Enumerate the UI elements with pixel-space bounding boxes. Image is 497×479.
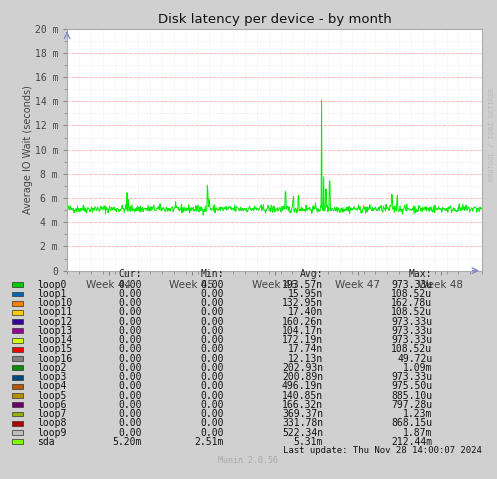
Text: 0.00: 0.00	[200, 400, 224, 410]
Title: Disk latency per device - by month: Disk latency per device - by month	[158, 13, 392, 26]
Text: 0.00: 0.00	[118, 428, 142, 438]
Text: 0.00: 0.00	[118, 381, 142, 391]
Text: 973.33u: 973.33u	[391, 372, 432, 382]
Text: Max:: Max:	[409, 269, 432, 279]
Text: 1.09m: 1.09m	[403, 363, 432, 373]
Text: 5.31m: 5.31m	[294, 437, 323, 447]
Text: 0.00: 0.00	[118, 354, 142, 364]
Text: 0.00: 0.00	[200, 308, 224, 318]
Text: 0.00: 0.00	[118, 409, 142, 419]
Text: 496.19n: 496.19n	[282, 381, 323, 391]
Text: 15.95n: 15.95n	[288, 289, 323, 299]
Text: loop5: loop5	[37, 390, 67, 400]
Text: 0.00: 0.00	[118, 372, 142, 382]
Text: 0.00: 0.00	[200, 344, 224, 354]
Text: 0.00: 0.00	[118, 326, 142, 336]
Text: 0.00: 0.00	[200, 298, 224, 308]
Text: 2.51m: 2.51m	[194, 437, 224, 447]
Text: 0.00: 0.00	[118, 308, 142, 318]
Text: loop3: loop3	[37, 372, 67, 382]
Text: Munin 2.0.56: Munin 2.0.56	[219, 456, 278, 465]
Text: 0.00: 0.00	[200, 354, 224, 364]
Text: 140.85n: 140.85n	[282, 390, 323, 400]
Text: 12.13n: 12.13n	[288, 354, 323, 364]
Text: Min:: Min:	[200, 269, 224, 279]
Text: 973.33u: 973.33u	[391, 335, 432, 345]
Text: 0.00: 0.00	[200, 418, 224, 428]
Text: 0.00: 0.00	[118, 280, 142, 290]
Text: 868.15u: 868.15u	[391, 418, 432, 428]
Text: 0.00: 0.00	[200, 280, 224, 290]
Text: Last update: Thu Nov 28 14:00:07 2024: Last update: Thu Nov 28 14:00:07 2024	[283, 445, 482, 455]
Text: loop10: loop10	[37, 298, 73, 308]
Text: 369.37n: 369.37n	[282, 409, 323, 419]
Text: loop16: loop16	[37, 354, 73, 364]
Text: 0.00: 0.00	[118, 298, 142, 308]
Text: 0.00: 0.00	[200, 381, 224, 391]
Text: 202.93n: 202.93n	[282, 363, 323, 373]
Text: 0.00: 0.00	[200, 428, 224, 438]
Text: loop6: loop6	[37, 400, 67, 410]
Text: 0.00: 0.00	[200, 390, 224, 400]
Text: loop14: loop14	[37, 335, 73, 345]
Text: sda: sda	[37, 437, 55, 447]
Y-axis label: Average IO Wait (seconds): Average IO Wait (seconds)	[23, 85, 33, 214]
Text: loop9: loop9	[37, 428, 67, 438]
Text: 104.17n: 104.17n	[282, 326, 323, 336]
Text: 0.00: 0.00	[118, 344, 142, 354]
Text: 193.57n: 193.57n	[282, 280, 323, 290]
Text: 49.72u: 49.72u	[397, 354, 432, 364]
Text: loop8: loop8	[37, 418, 67, 428]
Text: loop4: loop4	[37, 381, 67, 391]
Text: 0.00: 0.00	[200, 372, 224, 382]
Text: 17.40n: 17.40n	[288, 308, 323, 318]
Text: 973.33u: 973.33u	[391, 280, 432, 290]
Text: 0.00: 0.00	[200, 289, 224, 299]
Text: 160.26n: 160.26n	[282, 317, 323, 327]
Text: 973.33u: 973.33u	[391, 317, 432, 327]
Text: 885.10u: 885.10u	[391, 390, 432, 400]
Text: loop11: loop11	[37, 308, 73, 318]
Text: 0.00: 0.00	[118, 400, 142, 410]
Text: Avg:: Avg:	[300, 269, 323, 279]
Text: 522.34n: 522.34n	[282, 428, 323, 438]
Text: 797.28u: 797.28u	[391, 400, 432, 410]
Text: 0.00: 0.00	[118, 335, 142, 345]
Text: 0.00: 0.00	[118, 363, 142, 373]
Text: 166.32n: 166.32n	[282, 400, 323, 410]
Text: loop7: loop7	[37, 409, 67, 419]
Text: 17.74n: 17.74n	[288, 344, 323, 354]
Text: 200.89n: 200.89n	[282, 372, 323, 382]
Text: 0.00: 0.00	[200, 363, 224, 373]
Text: 162.78u: 162.78u	[391, 298, 432, 308]
Text: loop2: loop2	[37, 363, 67, 373]
Text: 1.23m: 1.23m	[403, 409, 432, 419]
Text: RRDTOOL / TOBI OETIKER: RRDTOOL / TOBI OETIKER	[489, 87, 495, 181]
Text: Cur:: Cur:	[118, 269, 142, 279]
Text: loop1: loop1	[37, 289, 67, 299]
Text: 973.33u: 973.33u	[391, 326, 432, 336]
Text: 108.52u: 108.52u	[391, 308, 432, 318]
Text: loop12: loop12	[37, 317, 73, 327]
Text: 132.95n: 132.95n	[282, 298, 323, 308]
Text: 108.52u: 108.52u	[391, 289, 432, 299]
Text: 0.00: 0.00	[118, 418, 142, 428]
Text: 0.00: 0.00	[118, 289, 142, 299]
Text: 0.00: 0.00	[200, 409, 224, 419]
Text: 0.00: 0.00	[200, 326, 224, 336]
Text: 0.00: 0.00	[200, 317, 224, 327]
Text: 5.20m: 5.20m	[112, 437, 142, 447]
Text: 975.50u: 975.50u	[391, 381, 432, 391]
Text: 172.19n: 172.19n	[282, 335, 323, 345]
Text: 331.78n: 331.78n	[282, 418, 323, 428]
Text: loop0: loop0	[37, 280, 67, 290]
Text: loop15: loop15	[37, 344, 73, 354]
Text: 0.00: 0.00	[118, 317, 142, 327]
Text: 212.44m: 212.44m	[391, 437, 432, 447]
Text: 0.00: 0.00	[200, 335, 224, 345]
Text: loop13: loop13	[37, 326, 73, 336]
Text: 1.87m: 1.87m	[403, 428, 432, 438]
Text: 0.00: 0.00	[118, 390, 142, 400]
Text: 108.52u: 108.52u	[391, 344, 432, 354]
